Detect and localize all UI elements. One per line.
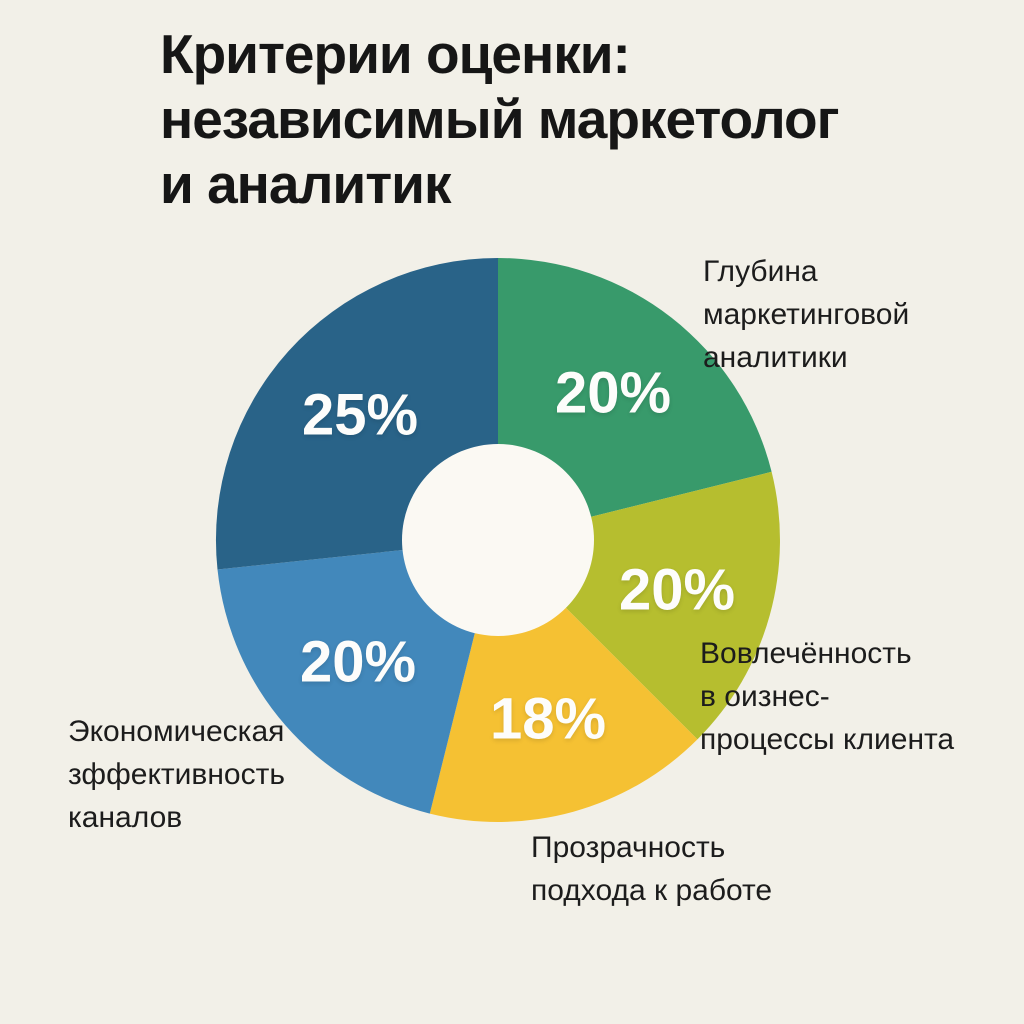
label-line: Вовлечённость — [700, 637, 912, 670]
segment-label-channel-efficiency: Экономическая зффективность каналов — [68, 710, 285, 839]
label-line: маркетинговой — [703, 298, 910, 331]
segment-label-marketing-analytics-depth: Глубина маркетинговой аналитики — [703, 250, 909, 379]
title-line-2: независимый маркетолог — [160, 88, 839, 150]
title-line-1: Критерии оценки: — [160, 23, 631, 85]
percent-label-0: 20% — [554, 360, 672, 426]
percent-label-2: 18% — [489, 686, 607, 752]
label-line: зффективность — [68, 758, 285, 791]
label-line: в оизнес- — [700, 680, 830, 713]
label-line: аналитики — [703, 341, 848, 374]
label-line: Глубина — [703, 255, 818, 288]
label-line: Прозрачность — [531, 831, 726, 864]
donut-hole — [402, 444, 594, 636]
segment-label-work-transparency: Прозрачность подхода к работе — [531, 826, 772, 912]
label-line: Экономическая — [68, 715, 285, 748]
pie-segment-0 — [498, 258, 772, 540]
title-line-3: и аналитик — [160, 153, 452, 215]
label-line: подхода к работе — [531, 874, 773, 907]
page-title: Критерии оценки: независимый маркетолог … — [160, 22, 839, 217]
pie-segment-3 — [217, 540, 498, 814]
label-line: процессы клиента — [700, 723, 955, 756]
label-line: каналов — [68, 801, 183, 834]
percent-label-4: 25% — [301, 382, 419, 448]
percent-label-1: 20% — [618, 557, 736, 623]
percent-label-3: 20% — [299, 629, 417, 695]
segment-label-business-process-involvement: Вовлечённость в оизнес- процессы клиента — [700, 632, 954, 761]
